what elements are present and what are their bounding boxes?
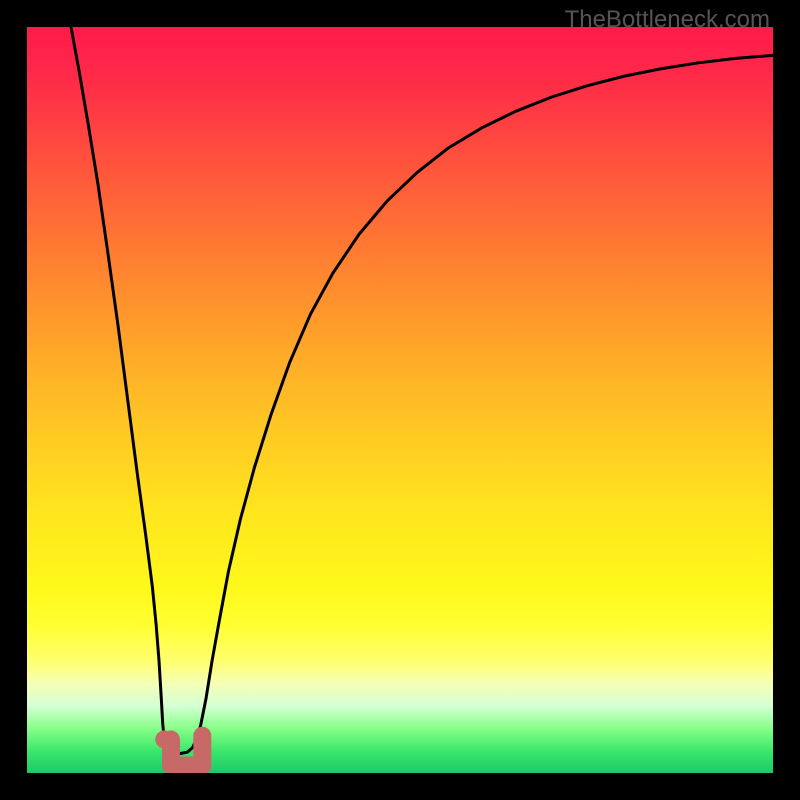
plot-area xyxy=(27,27,773,773)
watermark-text: TheBottleneck.com xyxy=(565,6,770,34)
chart-root: TheBottleneck.com xyxy=(0,0,800,800)
background-gradient xyxy=(27,27,773,773)
